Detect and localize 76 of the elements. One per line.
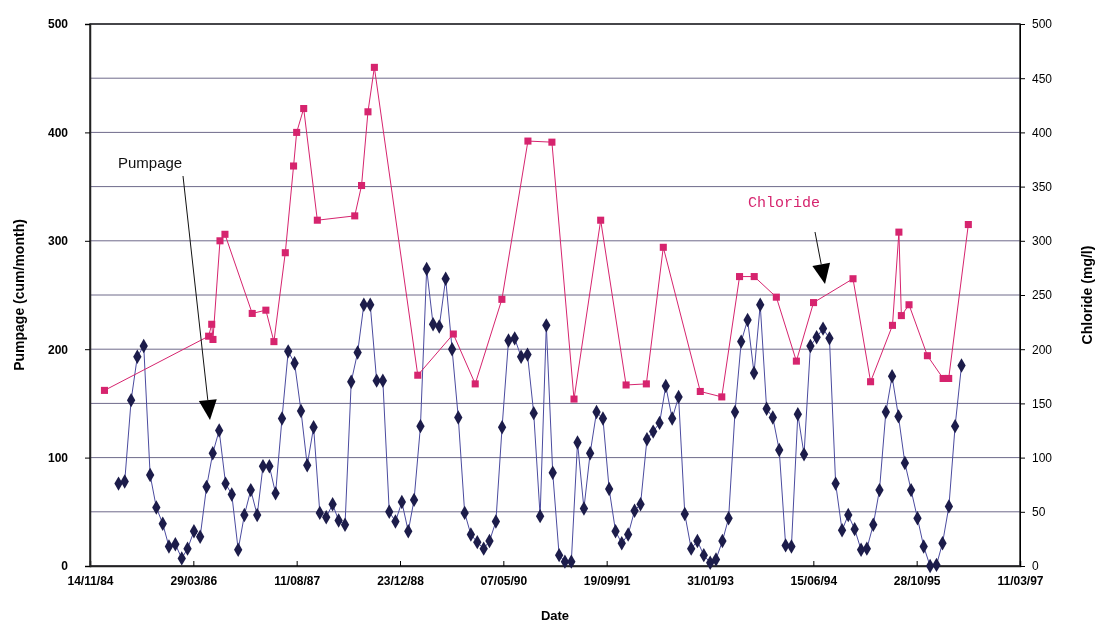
point xyxy=(696,387,704,396)
y2-axis-title: Chloride (mg/l) xyxy=(1079,245,1095,345)
point xyxy=(498,295,506,303)
point xyxy=(370,63,378,71)
y2-tick-label: 450 xyxy=(1032,71,1053,86)
x-tick-label: 07/05/90 xyxy=(480,573,528,588)
y-tick-label: 300 xyxy=(47,234,69,249)
point xyxy=(750,273,758,281)
point xyxy=(772,293,780,301)
point xyxy=(221,230,229,238)
point xyxy=(642,380,650,388)
x-tick-label: 31/01/93 xyxy=(687,573,735,588)
y-tick-label: 100 xyxy=(47,450,69,465)
text: Pumpage xyxy=(118,154,183,171)
y2-tick-label: 100 xyxy=(1032,450,1053,465)
y-tick-label: 200 xyxy=(47,342,69,357)
x-tick-label: 29/03/86 xyxy=(170,573,218,588)
point xyxy=(351,212,359,220)
y2-tick-label: 50 xyxy=(1032,505,1046,520)
y2-tick-label: 400 xyxy=(1032,125,1053,140)
point xyxy=(570,395,578,403)
x-tick-label: 11/03/97 xyxy=(997,573,1044,588)
y2-tick-label: 500 xyxy=(1032,17,1053,32)
x-axis-title: Date xyxy=(540,608,570,623)
point xyxy=(923,352,931,360)
point xyxy=(964,221,972,229)
x-tick-label: 11/08/87 xyxy=(274,573,321,588)
x-tick-label: 19/09/91 xyxy=(583,573,631,588)
point xyxy=(548,138,556,146)
y2-tick-label: 150 xyxy=(1032,396,1053,411)
point xyxy=(414,371,422,379)
point xyxy=(736,273,744,281)
point xyxy=(718,393,726,401)
point xyxy=(622,381,630,389)
x-tick-label: 15/06/94 xyxy=(790,573,838,588)
x-tick-label: 23/12/88 xyxy=(377,573,425,588)
text: Chloride xyxy=(748,195,821,212)
point xyxy=(364,108,372,116)
point xyxy=(281,249,289,257)
point xyxy=(262,306,270,314)
y2-tick-label: 300 xyxy=(1032,234,1053,249)
point xyxy=(290,162,298,170)
point xyxy=(248,309,256,317)
x-tick-label: 14/11/84 xyxy=(67,573,114,588)
point xyxy=(270,338,278,346)
point xyxy=(849,275,857,283)
point xyxy=(293,128,301,136)
y2-tick-label: 350 xyxy=(1032,179,1053,194)
point xyxy=(792,357,800,365)
x-tick-label: 28/10/95 xyxy=(893,573,941,588)
point xyxy=(945,374,953,382)
point xyxy=(358,181,366,190)
point xyxy=(895,228,903,236)
y-tick-label: 500 xyxy=(47,17,69,32)
point xyxy=(209,335,217,343)
point xyxy=(867,378,875,386)
point xyxy=(313,216,321,224)
y-tick-label: 0 xyxy=(61,559,69,574)
point xyxy=(449,330,457,338)
point xyxy=(100,386,108,394)
y-tick-label: 400 xyxy=(47,125,69,140)
point xyxy=(897,312,905,320)
y-axis-title: Pumpage (cum/month) xyxy=(11,219,27,371)
point xyxy=(597,216,605,224)
point xyxy=(471,380,479,388)
point xyxy=(524,137,532,145)
y2-tick-label: 200 xyxy=(1032,342,1053,357)
y2-tick-label: 250 xyxy=(1032,288,1053,303)
point xyxy=(216,237,224,245)
point xyxy=(905,301,913,309)
point xyxy=(888,321,897,329)
point xyxy=(659,243,667,251)
y2-tick-label: 0 xyxy=(1032,559,1039,574)
point xyxy=(208,320,216,328)
point xyxy=(300,105,308,113)
point xyxy=(810,299,818,307)
